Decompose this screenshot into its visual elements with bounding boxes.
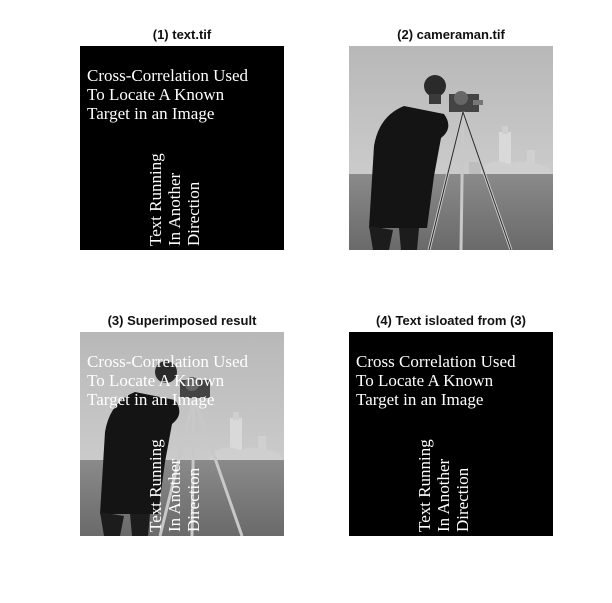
vertical-text-1: Text Running	[146, 153, 165, 246]
panel-3-title: (3) Superimposed result	[107, 313, 257, 328]
superimposed-vertical-text-3: Direction	[184, 467, 203, 532]
text-line-3: Target in an Image	[87, 104, 215, 123]
superimposed-vertical-text-1: Text Running	[146, 439, 165, 532]
isolated-text-line-3: Target in an Image	[356, 390, 484, 409]
vertical-text-2: In Another	[165, 172, 184, 246]
panel-4-title: (4) Text isloated from (3)	[375, 313, 527, 328]
vertical-text-3: Direction	[184, 181, 203, 246]
isolated-text-line-1: Cross Correlation Used	[356, 352, 516, 371]
cameraman-image-panel	[349, 46, 553, 250]
isolated-text-line-2: To Locate A Known	[356, 371, 494, 390]
text-image-panel: Cross-Correlation Used To Locate A Known…	[80, 46, 284, 250]
cameraman-photo-superimposed	[80, 332, 284, 536]
cameraman-photo	[349, 46, 553, 250]
text-line-2: To Locate A Known	[87, 85, 225, 104]
superimposed-text-line-3: Target in an Image	[87, 390, 215, 409]
superimposed-text-line-2: To Locate A Known	[87, 371, 225, 390]
panel-1-title: (1) text.tif	[152, 27, 212, 42]
isolated-vertical-text-3: Direction	[453, 467, 472, 532]
superimposed-vertical-text-2: In Another	[165, 458, 184, 532]
isolated-vertical-text-2: In Another	[434, 458, 453, 532]
panel-2-title: (2) cameraman.tif	[397, 27, 505, 42]
text-line-1: Cross-Correlation Used	[87, 66, 249, 85]
superimposed-text-line-1: Cross-Correlation Used	[87, 352, 249, 371]
isolated-vertical-text-1: Text Running	[415, 439, 434, 532]
isolated-text-panel: Cross Correlation Used To Locate A Known…	[349, 332, 553, 536]
superimposed-image-panel: Cross-Correlation Used To Locate A Known…	[80, 332, 284, 536]
